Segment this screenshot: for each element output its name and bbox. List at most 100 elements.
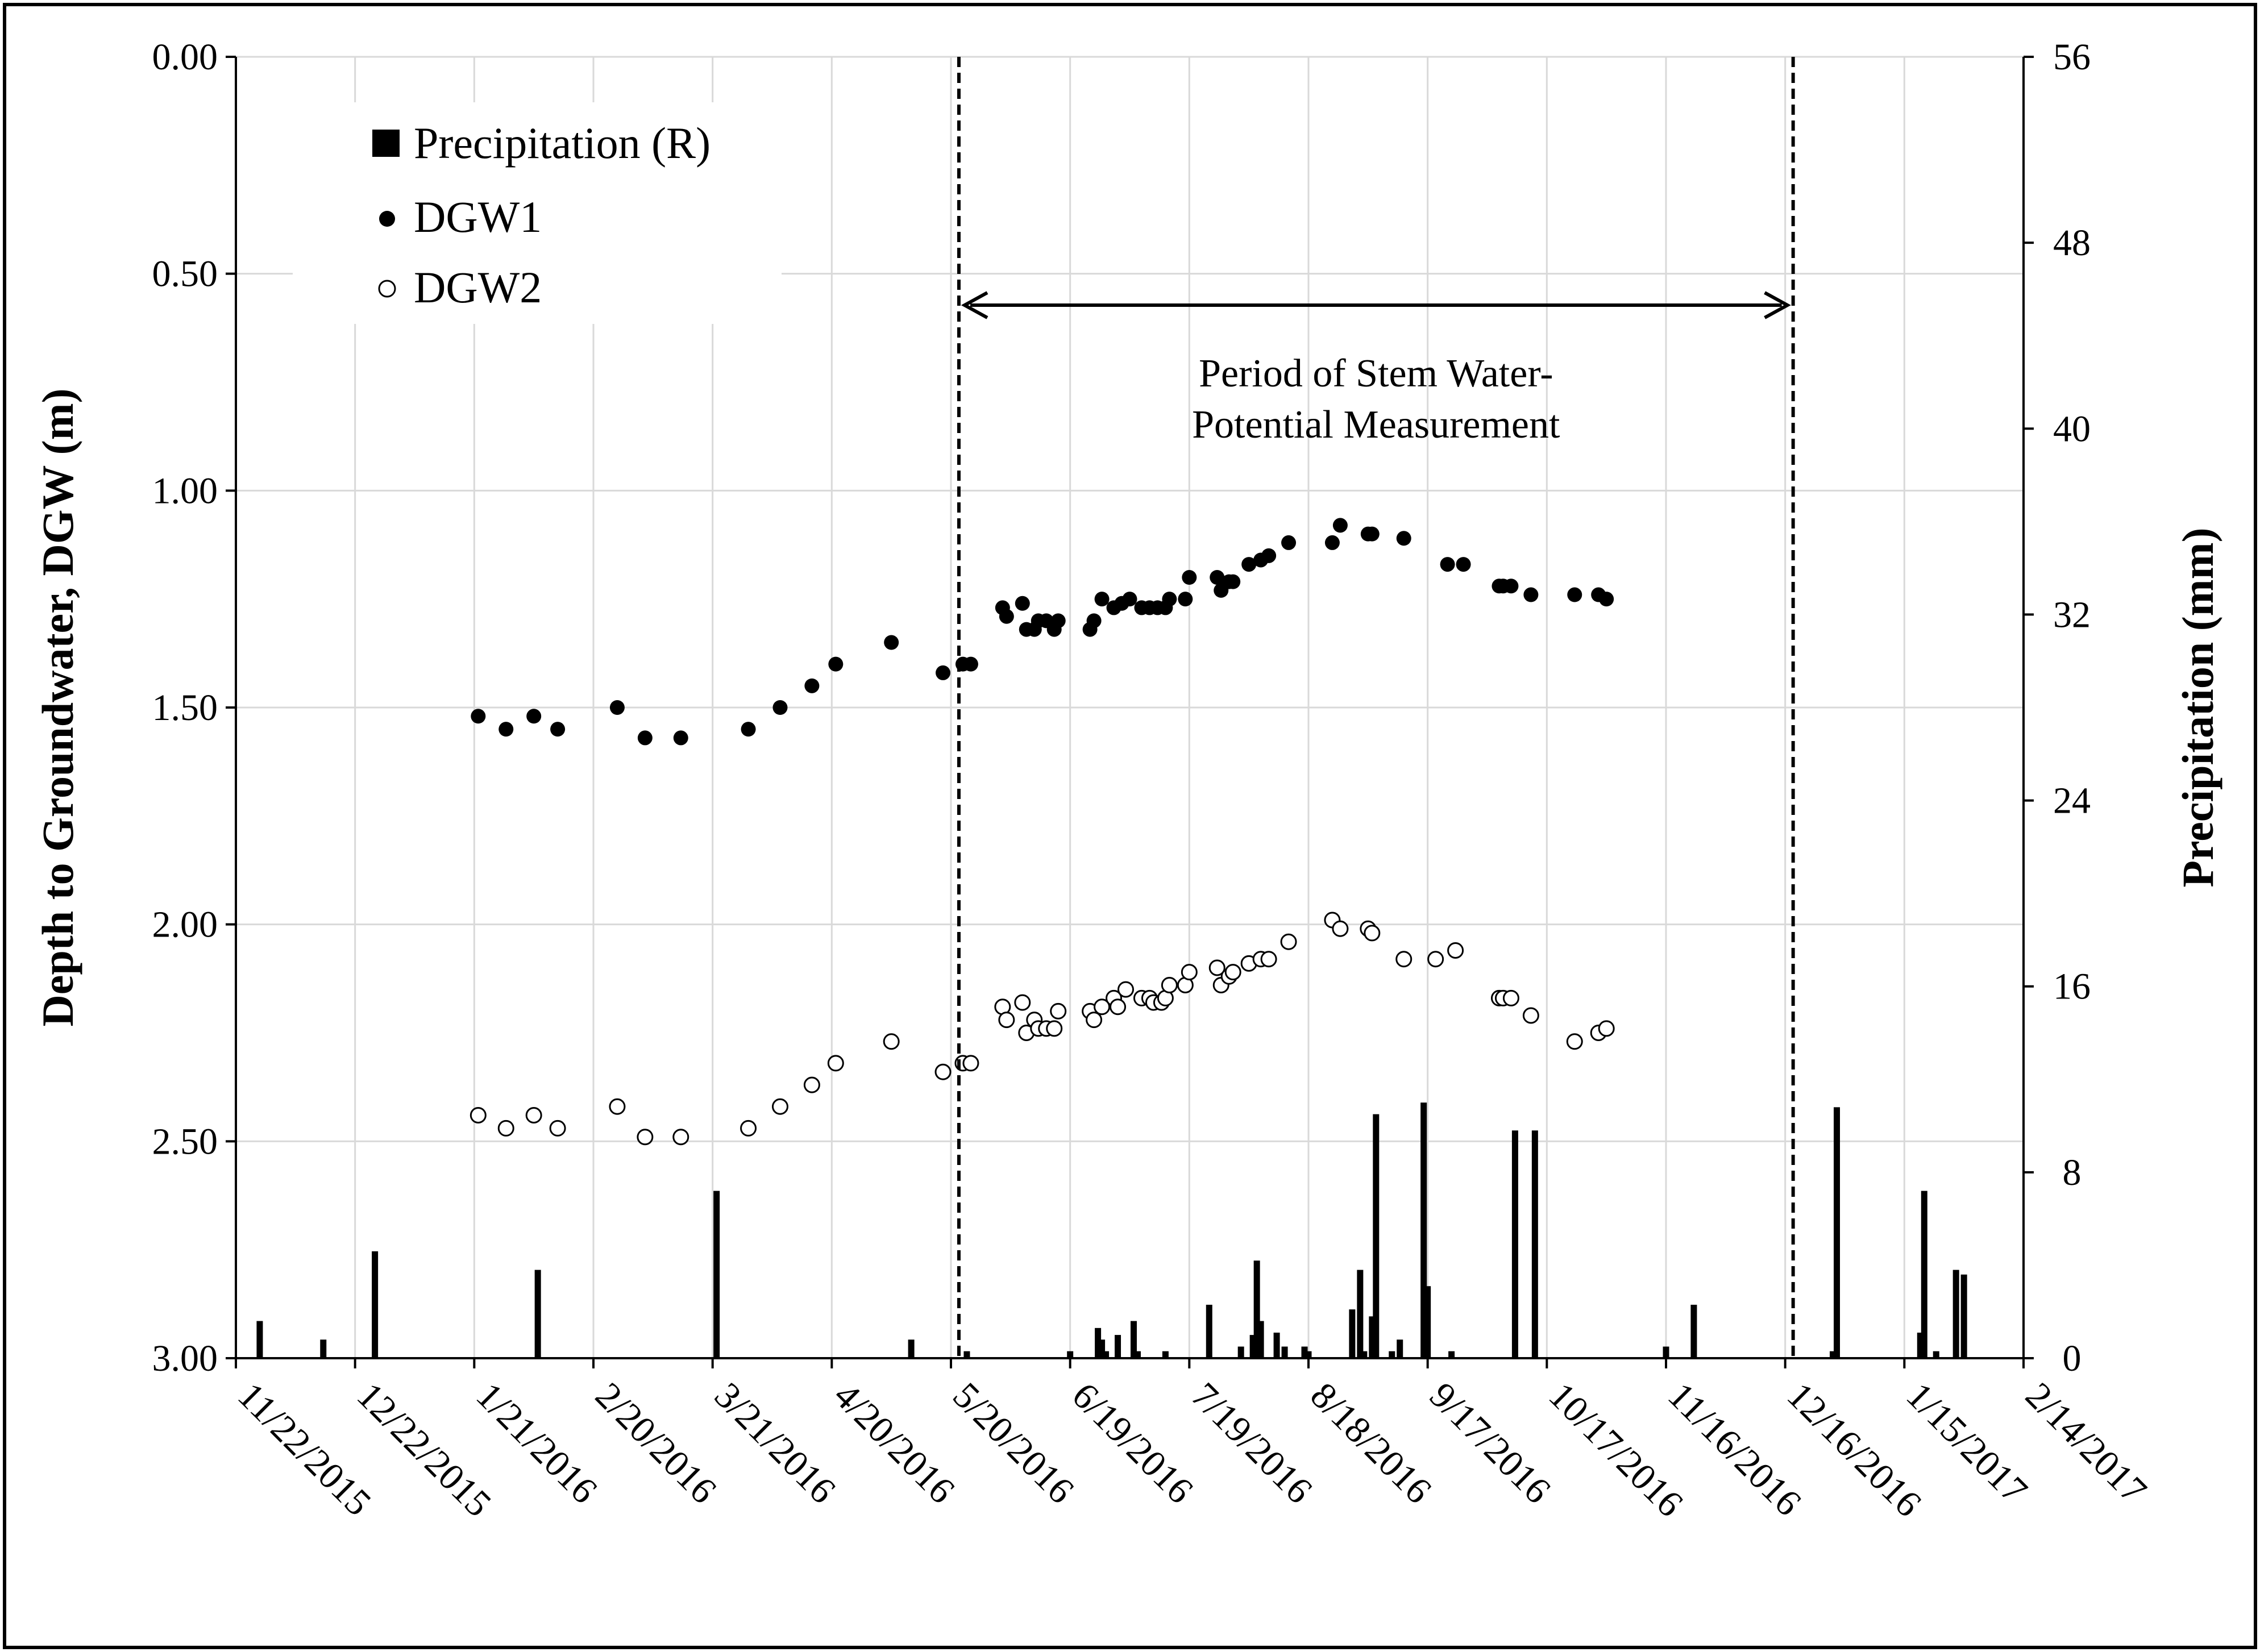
precipitation-bar xyxy=(1690,1304,1697,1358)
period-arrow-left-head xyxy=(961,291,988,319)
precipitation-bar xyxy=(908,1339,915,1358)
dgw2-point xyxy=(883,1033,900,1050)
dgw1-point xyxy=(637,730,653,746)
precipitation-bar xyxy=(1249,1335,1256,1358)
legend-dgw2-label: DGW2 xyxy=(414,263,542,312)
precipitation-bar xyxy=(1917,1333,1924,1358)
dgw1-point xyxy=(1396,531,1411,546)
precipitation-bar xyxy=(1397,1339,1403,1358)
dgw2-point xyxy=(672,1129,689,1146)
dgw2-point xyxy=(525,1107,542,1124)
dgw2-point xyxy=(1364,925,1381,942)
dgw1-point xyxy=(1122,592,1137,607)
dgw2-point xyxy=(1260,951,1277,968)
dgw1-point xyxy=(1182,570,1197,585)
dgw2-point xyxy=(637,1129,654,1146)
dgw2-point xyxy=(1502,989,1519,1006)
dgw2-point xyxy=(1046,1020,1063,1037)
precipitation-bar xyxy=(1373,1114,1380,1358)
precipitation-bar xyxy=(1834,1107,1841,1358)
dgw2-point xyxy=(1208,959,1225,976)
legend-dgw1-marker xyxy=(379,211,395,227)
precipitation-bar xyxy=(963,1351,970,1358)
dgw1-point xyxy=(1241,557,1257,572)
dgw1-point xyxy=(999,609,1014,624)
precipitation-bar xyxy=(1099,1339,1106,1358)
y-right-tick-label: 40 xyxy=(2053,408,2091,450)
precipitation-bar xyxy=(1830,1351,1837,1358)
precipitation-bar xyxy=(1067,1351,1074,1358)
precipitation-bar xyxy=(1281,1346,1288,1358)
y-right-tick-label: 16 xyxy=(2053,966,2091,1008)
dgw-points xyxy=(470,518,1615,1146)
dgw2-point xyxy=(1332,920,1349,937)
dgw2-point xyxy=(1566,1033,1583,1050)
annotation-line-1: Period of Stem Water- xyxy=(1199,352,1553,396)
dgw2-point xyxy=(1447,942,1464,959)
dgw2-point xyxy=(1094,998,1111,1016)
precipitation-bar xyxy=(1511,1130,1518,1358)
dgw2-point xyxy=(771,1098,788,1115)
dgw2-point xyxy=(1050,1002,1067,1020)
precipitation-bar xyxy=(1448,1351,1455,1358)
y-left-tick-label: 1.50 xyxy=(152,687,218,729)
dgw1-point xyxy=(498,722,514,737)
dgw1-point xyxy=(772,700,788,715)
dgw1-point xyxy=(1210,570,1225,585)
period-arrow-right-head xyxy=(1764,291,1791,319)
dgw2-point xyxy=(1522,1007,1539,1024)
precipitation-bar xyxy=(320,1339,327,1358)
dgw1-point xyxy=(1162,592,1177,607)
precipitation-bar xyxy=(1237,1346,1244,1358)
dgw2-point xyxy=(497,1120,514,1137)
dgw1-point xyxy=(1261,548,1277,563)
dgw1-point xyxy=(1015,596,1030,611)
y-left-tick-label: 1.00 xyxy=(152,470,218,511)
dgw1-point xyxy=(804,678,820,693)
dgw2-point xyxy=(1224,964,1241,981)
dgw1-point xyxy=(609,700,625,715)
dgw1-point xyxy=(526,709,542,724)
dgw1-point xyxy=(1599,592,1614,607)
dgw2-point xyxy=(609,1098,626,1115)
legend-dgw1-label: DGW1 xyxy=(414,192,542,242)
dgw2-point xyxy=(1598,1020,1615,1037)
precipitation-bar xyxy=(1134,1351,1141,1358)
legend-precipitation-swatch xyxy=(372,130,400,157)
dgw1-point xyxy=(1281,535,1297,550)
dgw1-point xyxy=(471,709,486,724)
precipitation-bar xyxy=(1103,1351,1110,1358)
dgw1-point xyxy=(936,665,951,680)
dgw1-point xyxy=(673,730,688,746)
precipitation-bar xyxy=(1357,1270,1364,1358)
dgw2-point xyxy=(1117,981,1135,998)
dgw2-point xyxy=(470,1107,487,1124)
y-left-tick-label: 0.50 xyxy=(152,253,218,295)
precipitation-bar xyxy=(1663,1346,1669,1358)
precipitation-bar xyxy=(1420,1102,1427,1358)
precipitation-bar xyxy=(1389,1351,1395,1358)
y-right-tick-label: 32 xyxy=(2053,594,2091,635)
precipitation-bar xyxy=(1952,1270,1959,1358)
legend: Precipitation (R) DGW1 DGW2 xyxy=(293,102,782,324)
dgw1-point xyxy=(1050,613,1066,629)
precipitation-bar xyxy=(1361,1351,1368,1358)
dgw2-point xyxy=(1280,933,1297,950)
dgw1-point xyxy=(1178,592,1193,607)
precipitation-bar xyxy=(1273,1333,1280,1358)
dgw1-point xyxy=(741,722,756,737)
precipitation-bar xyxy=(1095,1328,1102,1358)
dgw2-point xyxy=(1427,951,1444,968)
dgw2-point xyxy=(998,1012,1015,1029)
y-left-tick-label: 3.00 xyxy=(152,1338,218,1379)
dgw1-point xyxy=(963,656,978,672)
precipitation-bar xyxy=(256,1321,263,1358)
y-right-tick-label: 56 xyxy=(2053,36,2091,78)
legend-dgw2-marker xyxy=(378,280,396,298)
y-left-tick-label: 2.00 xyxy=(152,904,218,946)
precipitation-bar xyxy=(1960,1274,1967,1358)
precipitation-bars xyxy=(256,1102,1967,1358)
y-right-tick-label: 0 xyxy=(2063,1338,2082,1379)
